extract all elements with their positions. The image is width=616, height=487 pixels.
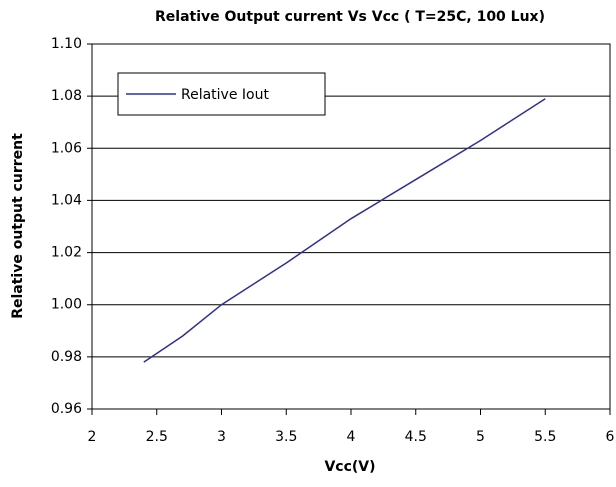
x-tick-label: 6	[606, 429, 615, 445]
plot-frame	[91, 43, 611, 410]
x-tick-label: 3	[217, 429, 226, 445]
y-tick-label: 1.08	[51, 88, 82, 104]
y-tick-label: 1.04	[51, 192, 82, 208]
legend-label: Relative Iout	[181, 87, 269, 103]
x-tick-label: 2	[88, 429, 97, 445]
x-tick-label: 4.5	[405, 429, 427, 445]
x-tick-label: 2.5	[146, 429, 168, 445]
y-tick-label: 0.96	[51, 401, 82, 417]
y-tick-label: 0.98	[51, 349, 82, 365]
x-tick-label: 5.5	[534, 429, 556, 445]
y-axis-label: Relative output current	[10, 133, 26, 319]
x-tick-label: 4	[347, 429, 356, 445]
y-tick-label: 1.10	[51, 36, 82, 52]
chart-title: Relative Output current Vs Vcc ( T=25C, …	[155, 9, 545, 25]
x-tick-label: 3.5	[275, 429, 297, 445]
y-tick-label: 1.02	[51, 245, 82, 261]
y-tick-label: 1.06	[51, 140, 82, 156]
data-line	[143, 98, 546, 363]
x-axis-label: Vcc(V)	[324, 459, 375, 475]
y-tick-label: 1.00	[51, 297, 82, 313]
x-tick-label: 5	[476, 429, 485, 445]
